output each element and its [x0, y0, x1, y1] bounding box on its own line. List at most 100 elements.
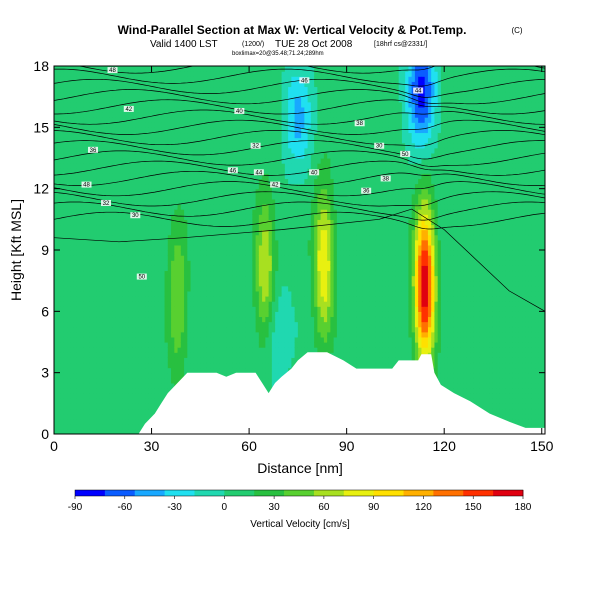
velocity-cell [112, 244, 117, 251]
velocity-cell [193, 142, 198, 149]
velocity-cell [249, 275, 253, 282]
velocity-cell [249, 137, 253, 144]
velocity-cell [271, 86, 276, 93]
velocity-cell [73, 71, 78, 77]
velocity-cell [193, 71, 198, 77]
velocity-cell [151, 352, 156, 358]
velocity-cell [138, 260, 143, 266]
velocity-cell [138, 413, 143, 420]
velocity-cell [83, 219, 88, 226]
velocity-cell [112, 81, 117, 88]
velocity-cell [128, 367, 133, 374]
velocity-cell [167, 163, 172, 169]
velocity-cell [158, 372, 162, 379]
velocity-cell [93, 81, 97, 88]
velocity-cell [60, 168, 65, 174]
velocity-cell [106, 81, 110, 88]
velocity-cell [213, 275, 218, 282]
velocity-cell [187, 265, 192, 272]
velocity-cell [70, 101, 75, 108]
velocity-cell [187, 285, 192, 292]
velocity-cell [200, 347, 205, 353]
velocity-cell [271, 163, 276, 169]
velocity-cell [109, 117, 114, 123]
velocity-cell [242, 352, 247, 358]
velocity-cell [180, 321, 185, 328]
velocity-cell [148, 413, 153, 420]
velocity-cell [161, 137, 166, 144]
velocity-cell [197, 81, 201, 88]
velocity-cell [83, 173, 88, 180]
velocity-cell [128, 101, 133, 108]
velocity-cell [236, 214, 240, 220]
velocity-cell [275, 336, 279, 343]
velocity-cell [216, 71, 221, 77]
velocity-cell [180, 214, 185, 220]
velocity-cell [219, 127, 224, 134]
velocity-cell [210, 71, 214, 77]
velocity-cell [112, 326, 117, 333]
velocity-cell [96, 229, 101, 236]
velocity-cell [236, 357, 240, 364]
velocity-cell [245, 81, 250, 88]
velocity-cell [135, 178, 140, 185]
velocity-cell [265, 106, 270, 113]
velocity-cell [135, 209, 140, 215]
velocity-cell [145, 280, 149, 287]
velocity-cell [255, 326, 260, 333]
velocity-cell [177, 209, 182, 215]
velocity-cell [242, 91, 247, 98]
velocity-cell [239, 163, 244, 169]
velocity-cell [132, 158, 136, 164]
velocity-cell [262, 326, 266, 333]
velocity-cell [102, 290, 107, 297]
velocity-cell [242, 270, 247, 277]
velocity-cell [122, 173, 127, 180]
velocity-cell [63, 101, 68, 108]
velocity-cell [210, 244, 214, 251]
velocity-cell [93, 209, 97, 215]
velocity-cell [148, 260, 153, 266]
velocity-cell [275, 316, 279, 323]
velocity-cell [54, 106, 58, 113]
velocity-cell [187, 193, 192, 200]
velocity-cell [141, 168, 146, 174]
velocity-cell [219, 255, 224, 261]
velocity-cell [128, 331, 133, 338]
velocity-cell [122, 311, 127, 318]
velocity-cell [135, 342, 140, 348]
velocity-cell [125, 342, 130, 348]
velocity-cell [119, 66, 123, 72]
velocity-cell [106, 255, 110, 261]
velocity-cell [206, 204, 211, 210]
velocity-cell [271, 306, 276, 312]
velocity-cell [93, 193, 97, 200]
velocity-cell [275, 66, 279, 72]
velocity-cell [112, 137, 117, 144]
velocity-cell [190, 147, 195, 154]
velocity-cell [271, 362, 276, 369]
velocity-cell [174, 81, 179, 88]
velocity-cell [141, 76, 146, 82]
velocity-cell [112, 388, 117, 394]
velocity-cell [229, 173, 234, 180]
velocity-cell [132, 137, 136, 144]
velocity-cell [164, 209, 169, 215]
velocity-cell [216, 311, 221, 318]
velocity-cell [96, 275, 101, 282]
velocity-cell [229, 280, 234, 287]
velocity-cell [89, 418, 94, 425]
velocity-cell [57, 173, 62, 180]
velocity-cell [239, 91, 244, 98]
velocity-cell [242, 122, 247, 128]
velocity-cell [171, 270, 175, 277]
velocity-cell [219, 331, 224, 338]
velocity-cell [112, 193, 117, 200]
velocity-cell [135, 306, 140, 312]
velocity-cell [96, 331, 101, 338]
velocity-cell [245, 76, 250, 82]
velocity-cell [138, 66, 143, 72]
velocity-cell [245, 198, 250, 205]
velocity-cell [200, 127, 205, 134]
velocity-cell [148, 357, 153, 364]
